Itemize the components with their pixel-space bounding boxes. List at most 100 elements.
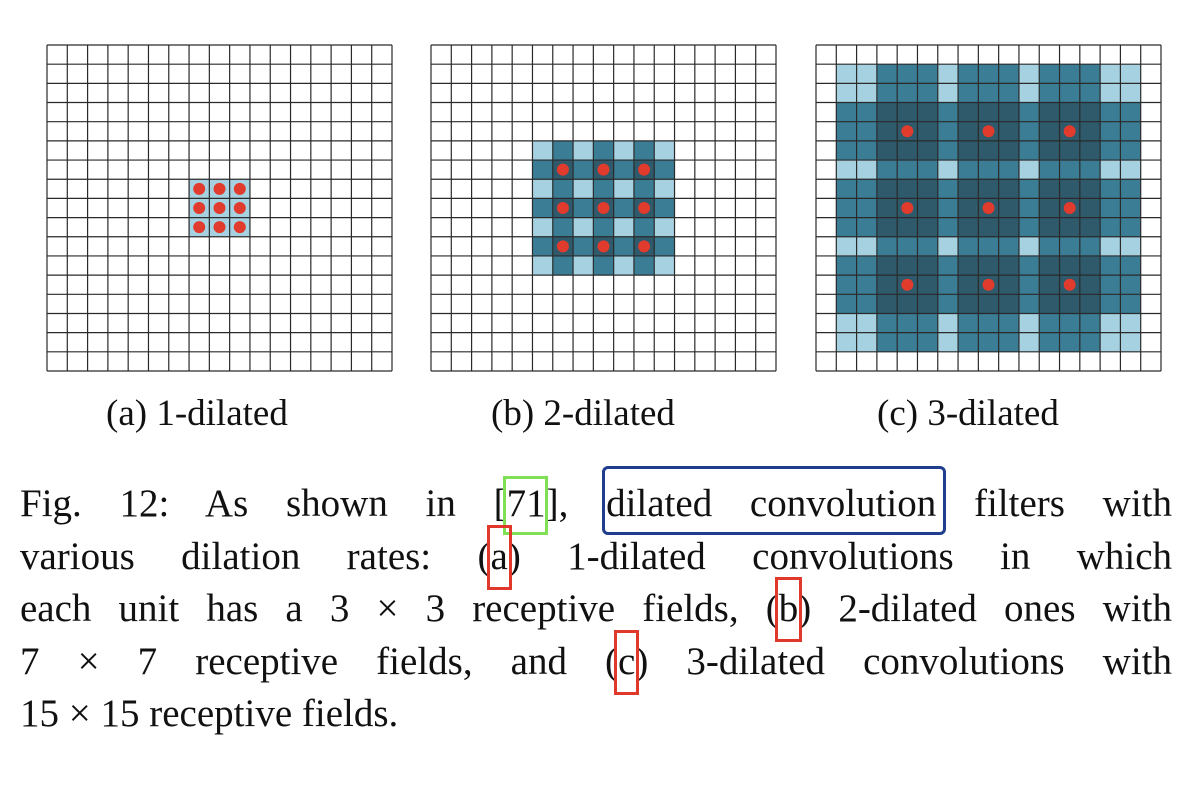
caption-line-4: 7 × 7 receptive fields, and (c) 3-dilate… <box>20 639 1172 683</box>
receptive-cell <box>573 217 594 238</box>
receptive-cell <box>1100 255 1121 276</box>
receptive-cell <box>1079 236 1101 257</box>
receptive-cell <box>1120 332 1142 353</box>
receptive-cell <box>1018 255 1040 276</box>
receptive-cell <box>532 179 554 199</box>
receptive-cell <box>1079 179 1101 199</box>
receptive-cell <box>1120 83 1142 103</box>
receptive-cell <box>836 160 857 180</box>
kernel-dot <box>556 202 569 214</box>
kernel-dot <box>901 125 914 138</box>
receptive-cell <box>1039 121 1060 142</box>
kernel-dot <box>213 182 226 195</box>
receptive-cell <box>998 198 1020 218</box>
kernel-dot <box>1063 278 1076 291</box>
kernel-dot <box>213 202 226 214</box>
receptive-cell <box>937 255 959 276</box>
receptive-cell <box>1120 198 1142 218</box>
receptive-cell <box>998 313 1020 333</box>
dilated-convolution-highlight: dilated convolution <box>606 482 937 525</box>
receptive-cell <box>876 255 898 276</box>
receptive-cell <box>1120 102 1142 123</box>
receptive-cell <box>856 64 878 84</box>
receptive-cell <box>917 179 939 199</box>
receptive-cell <box>998 294 1020 314</box>
receptive-cell <box>856 121 878 142</box>
receptive-cell <box>1079 64 1101 84</box>
receptive-cell <box>917 313 939 333</box>
kernel-dot <box>193 221 206 234</box>
receptive-cell <box>937 83 959 103</box>
kernel-dot <box>233 221 246 234</box>
receptive-cell <box>876 64 898 84</box>
receptive-cell <box>1059 179 1081 199</box>
label-b-highlight: b <box>778 587 799 630</box>
subfigure-c-label: (c) 3-dilated <box>877 393 1059 434</box>
receptive-cell <box>1039 294 1060 314</box>
receptive-cell <box>836 102 857 123</box>
receptive-cell <box>1059 160 1081 180</box>
receptive-cell <box>613 160 635 180</box>
subfigure-b-label: (b) 2-dilated <box>491 393 675 434</box>
receptive-cell <box>532 255 554 276</box>
receptive-cell <box>613 179 635 199</box>
receptive-cell <box>836 179 857 199</box>
receptive-cell <box>1100 275 1121 295</box>
receptive-cell <box>917 198 939 218</box>
receptive-cell <box>1039 179 1060 199</box>
receptive-cell <box>958 217 979 238</box>
receptive-cell <box>654 140 675 161</box>
kernel-dot <box>193 202 206 214</box>
receptive-cell <box>917 294 939 314</box>
receptive-cell <box>1079 313 1101 333</box>
kernel-dot <box>193 182 206 195</box>
kernel-dot <box>638 202 651 214</box>
receptive-cell <box>1079 140 1101 161</box>
receptive-cell <box>978 64 999 84</box>
receptive-cell <box>937 179 959 199</box>
receptive-cell <box>856 236 878 257</box>
receptive-cell <box>978 294 999 314</box>
receptive-cell <box>998 64 1020 84</box>
receptive-cell <box>897 102 918 123</box>
receptive-cell <box>917 140 939 161</box>
receptive-cell <box>654 236 675 257</box>
receptive-cell <box>897 140 918 161</box>
receptive-cell <box>552 179 574 199</box>
receptive-cell <box>998 217 1020 238</box>
kernel-dot <box>901 278 914 291</box>
receptive-cell <box>1039 275 1060 295</box>
receptive-cell <box>573 160 594 180</box>
receptive-cell <box>613 255 635 276</box>
receptive-cell <box>937 140 959 161</box>
receptive-cell <box>1120 64 1142 84</box>
receptive-cell <box>958 332 979 353</box>
receptive-cell <box>958 140 979 161</box>
receptive-cell <box>998 102 1020 123</box>
kernel-dot <box>556 163 569 176</box>
receptive-cell <box>1018 140 1040 161</box>
receptive-cell <box>1120 121 1142 142</box>
receptive-cell <box>1039 198 1060 218</box>
receptive-cell <box>1059 64 1081 84</box>
receptive-cell <box>573 140 594 161</box>
receptive-cell <box>978 313 999 333</box>
receptive-cell <box>958 255 979 276</box>
receptive-cell <box>937 275 959 295</box>
receptive-cell <box>958 294 979 314</box>
receptive-cell <box>937 313 959 333</box>
kernel-dot <box>982 278 995 291</box>
receptive-cell <box>1018 332 1040 353</box>
receptive-cell <box>958 121 979 142</box>
receptive-cell <box>856 294 878 314</box>
receptive-cell <box>1039 102 1060 123</box>
receptive-cell <box>836 198 857 218</box>
receptive-cell <box>978 255 999 276</box>
grid-panel-b <box>430 44 777 372</box>
receptive-cell <box>998 140 1020 161</box>
receptive-cell <box>836 255 857 276</box>
receptive-cell <box>1120 275 1142 295</box>
receptive-cell <box>917 332 939 353</box>
receptive-cell <box>876 102 898 123</box>
receptive-cell <box>978 332 999 353</box>
